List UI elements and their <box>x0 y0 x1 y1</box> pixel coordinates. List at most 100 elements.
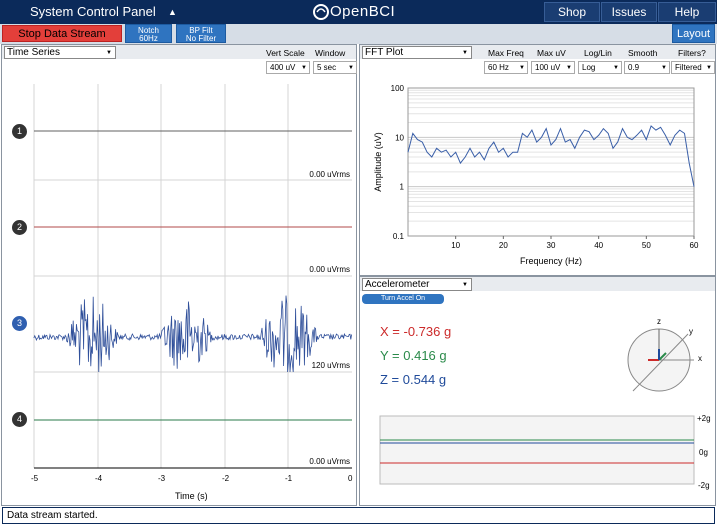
layout-button[interactable]: Layout <box>672 24 715 43</box>
openbci-logo: OpenBCI <box>312 3 395 21</box>
shop-button[interactable]: Shop <box>544 2 600 22</box>
time-tick: -3 <box>158 474 166 483</box>
fft-x-tick-label: 60 <box>690 241 699 250</box>
logo-text: OpenBCI <box>330 3 396 20</box>
max-uv-label: Max uV <box>537 48 566 58</box>
fft-panel: FFT Plot ▼ Max Freq Max uV Log/Lin Smooth… <box>359 44 716 276</box>
smooth-select[interactable]: 0.9 ▼ <box>624 61 670 74</box>
bandpass-filter-button[interactable]: BP Filt No Filter <box>176 24 226 43</box>
time-series-title: Time Series <box>7 47 60 58</box>
fft-widget-select[interactable]: FFT Plot ▼ <box>362 46 472 59</box>
fft-series-line <box>407 125 695 187</box>
smooth-label: Smooth <box>628 48 658 58</box>
max-freq-value: 60 Hz <box>488 63 509 72</box>
smooth-value: 0.9 <box>628 63 640 72</box>
channel-4-rms: 0.00 uVrms <box>309 457 350 466</box>
channel-3-badge[interactable]: 3 <box>12 316 27 331</box>
log-lin-label: Log/Lin <box>584 48 612 58</box>
accel-history-plot <box>379 415 695 485</box>
filters-select[interactable]: Filtered ▼ <box>671 61 715 74</box>
window-value: 5 sec <box>317 63 337 72</box>
log-lin-value: Log <box>582 63 596 72</box>
window-label: Window <box>315 48 346 58</box>
fft-x-axis-label: Frequency (Hz) <box>520 256 582 266</box>
dropdown-arrow-icon: ▼ <box>348 65 354 71</box>
axis-y-label: y <box>689 327 693 336</box>
channel-4-badge[interactable]: 4 <box>12 412 27 427</box>
fft-x-tick-label: 20 <box>499 241 508 250</box>
time-axis-label: Time (s) <box>175 491 208 501</box>
fft-y-tick-label: 10 <box>395 133 404 142</box>
dropdown-arrow-icon: ▼ <box>519 65 525 71</box>
turn-accel-on-button[interactable]: Turn Accel On <box>362 294 444 304</box>
vert-scale-value: 400 uV <box>270 63 296 72</box>
accel-x-value: X = -0.736 g <box>380 324 452 339</box>
logo-circle-icon <box>313 4 329 20</box>
fft-y-axis-label: Amplitude (uV) <box>373 132 383 192</box>
time-tick: -2 <box>222 474 230 483</box>
notch-label: Notch <box>138 26 159 35</box>
channel-3-rms: 120 uVrms <box>311 361 350 370</box>
time-tick: 0 <box>348 474 353 483</box>
window-select[interactable]: 5 sec ▼ <box>313 61 357 74</box>
time-tick: -1 <box>285 474 293 483</box>
notch-value: 60Hz <box>139 34 158 43</box>
vert-scale-label: Vert Scale <box>266 48 305 58</box>
dropdown-arrow-icon: ▼ <box>106 50 112 56</box>
status-bar: Data stream started. <box>2 507 715 524</box>
channel-1-rms: 0.00 uVrms <box>309 170 350 179</box>
accel-y-value: Y = 0.416 g <box>380 348 447 363</box>
g-plus-label: +2g <box>697 414 711 423</box>
dropdown-arrow-icon: ▼ <box>301 65 307 71</box>
caret-up-icon: ▲ <box>168 7 177 17</box>
fft-y-tick-label: 0.1 <box>393 232 405 241</box>
fft-title: FFT Plot <box>365 47 404 58</box>
fft-x-tick-label: 10 <box>451 241 460 250</box>
vert-scale-select[interactable]: 400 uV ▼ <box>266 61 310 74</box>
issues-button[interactable]: Issues <box>601 2 657 22</box>
fft-x-tick-label: 30 <box>547 241 556 250</box>
system-control-panel-label: System Control Panel <box>30 4 156 19</box>
max-uv-value: 100 uV <box>535 63 561 72</box>
accel-z-value: Z = 0.544 g <box>380 372 447 387</box>
orientation-sphere <box>627 328 694 392</box>
dropdown-arrow-icon: ▼ <box>462 50 468 56</box>
dropdown-arrow-icon: ▼ <box>462 282 468 288</box>
channel-3-signal <box>33 295 352 373</box>
max-freq-label: Max Freq <box>488 48 524 58</box>
time-tick: -4 <box>95 474 103 483</box>
channel-2-rms: 0.00 uVrms <box>309 265 350 274</box>
filters-value: Filtered <box>675 63 702 72</box>
stop-data-stream-button[interactable]: Stop Data Stream <box>2 25 122 42</box>
max-freq-select[interactable]: 60 Hz ▼ <box>484 61 528 74</box>
fft-y-tick-label: 100 <box>391 84 405 93</box>
dropdown-arrow-icon: ▼ <box>661 65 667 71</box>
filters-label: Filters? <box>678 48 706 58</box>
bp-value: No Filter <box>185 34 217 43</box>
dropdown-arrow-icon: ▼ <box>706 65 712 71</box>
axis-z-label: z <box>657 317 661 326</box>
accel-widget-select[interactable]: Accelerometer ▼ <box>362 278 472 291</box>
log-lin-select[interactable]: Log ▼ <box>578 61 622 74</box>
fft-x-tick-label: 40 <box>594 241 603 250</box>
system-control-panel-button[interactable]: System Control Panel ▲ <box>0 0 190 24</box>
time-series-widget-select[interactable]: Time Series ▼ <box>4 46 116 59</box>
accel-title: Accelerometer <box>365 279 430 290</box>
g-minus-label: -2g <box>698 481 710 490</box>
help-button[interactable]: Help <box>658 2 716 22</box>
channel-2-badge[interactable]: 2 <box>12 220 27 235</box>
dropdown-arrow-icon: ▼ <box>566 65 572 71</box>
max-uv-select[interactable]: 100 uV ▼ <box>531 61 575 74</box>
g-zero-label: 0g <box>699 448 708 457</box>
fft-x-tick-label: 50 <box>642 241 651 250</box>
fft-y-tick-label: 1 <box>400 183 405 192</box>
channel-1-badge[interactable]: 1 <box>12 124 27 139</box>
dropdown-arrow-icon: ▼ <box>613 65 619 71</box>
time-series-panel: Time Series ▼ Vert Scale Window 400 uV ▼ 5… <box>1 44 357 506</box>
time-tick: -5 <box>31 474 39 483</box>
notch-filter-button[interactable]: Notch 60Hz <box>125 24 172 43</box>
bp-label: BP Filt <box>189 26 213 35</box>
